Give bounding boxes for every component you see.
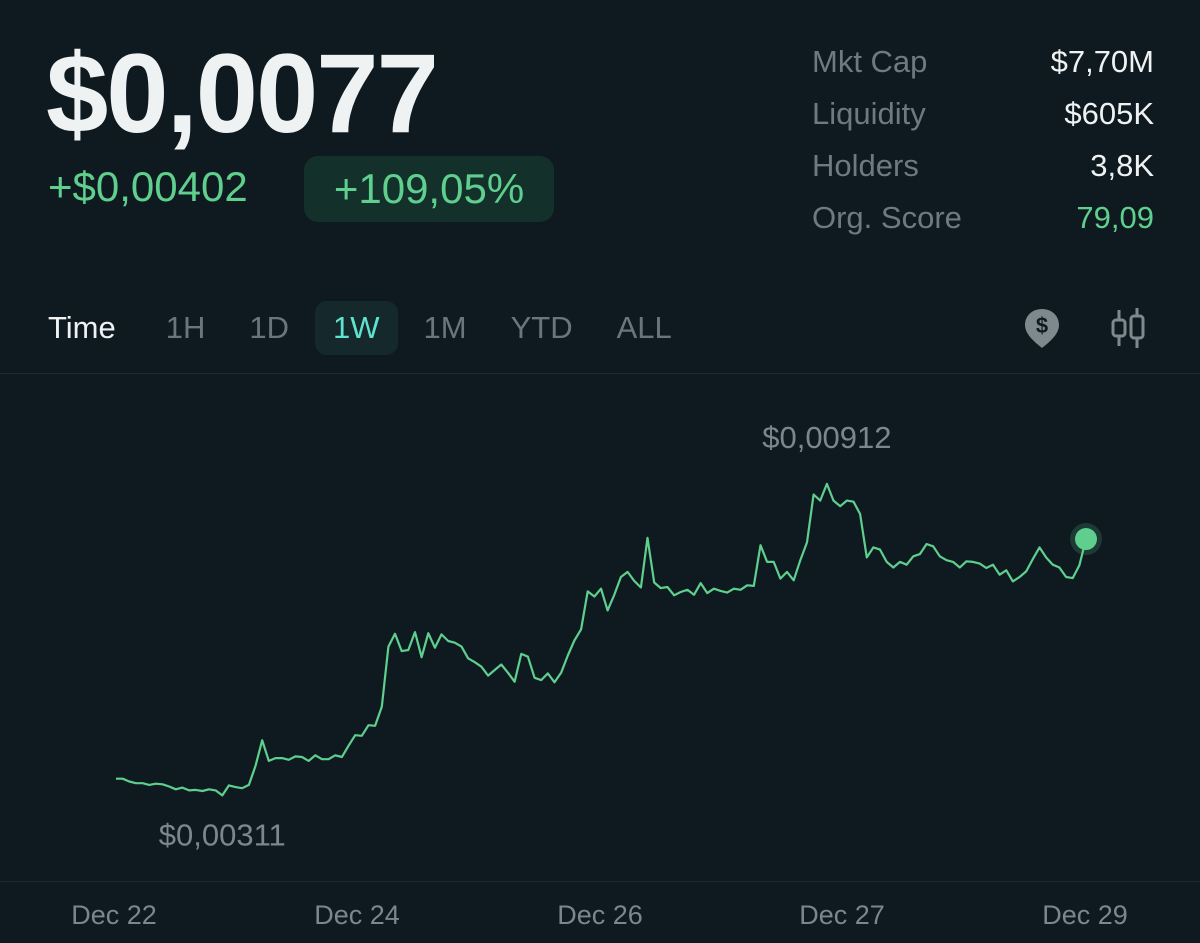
stat-value: 3,8K bbox=[1090, 148, 1154, 183]
stat-value: $605K bbox=[1064, 96, 1154, 131]
tab-1w[interactable]: 1W bbox=[315, 301, 398, 355]
candlestick-icon[interactable] bbox=[1106, 306, 1150, 350]
stat-row-liquidity: Liquidity $605K bbox=[812, 88, 1154, 140]
price-change-absolute: +$0,00402 bbox=[48, 163, 248, 210]
timeframe-tabs: Time 1H 1D 1W 1M YTD ALL bbox=[28, 300, 698, 356]
x-tick-label: Dec 26 bbox=[557, 900, 643, 930]
price-change-percent-badge: +109,05% bbox=[304, 156, 554, 222]
chart-high-label: $0,00912 bbox=[762, 420, 891, 455]
timeframe-label: Time bbox=[48, 310, 116, 345]
divider-bottom bbox=[0, 881, 1200, 882]
stat-label: Mkt Cap bbox=[812, 44, 928, 79]
tab-1d[interactable]: 1D bbox=[249, 310, 290, 345]
current-price: $0,0077 bbox=[46, 31, 439, 156]
stat-row-org-score: Org. Score 79,09 bbox=[812, 192, 1154, 244]
divider-top bbox=[0, 373, 1200, 374]
token-stats: Mkt Cap $7,70M Liquidity $605K Holders 3… bbox=[812, 36, 1154, 244]
price-line bbox=[116, 482, 1088, 797]
tab-1h[interactable]: 1H bbox=[165, 310, 206, 345]
x-axis: Dec 22 Dec 24 Dec 26 Dec 27 Dec 29 bbox=[0, 882, 1200, 943]
chart-low-label: $0,00311 bbox=[159, 817, 286, 852]
price-change-percent: +109,05% bbox=[333, 165, 525, 212]
x-tick-label: Dec 22 bbox=[71, 900, 157, 930]
stat-value: 79,09 bbox=[1076, 200, 1154, 235]
stat-value: $7,70M bbox=[1050, 44, 1154, 79]
x-tick-label: Dec 27 bbox=[799, 900, 885, 930]
svg-text:$: $ bbox=[1036, 313, 1048, 338]
price-chart[interactable]: $0,00912 $0,00311 bbox=[0, 374, 1200, 880]
tab-all[interactable]: ALL bbox=[616, 310, 672, 345]
x-tick-label: Dec 24 bbox=[314, 900, 400, 930]
stat-row-holders: Holders 3,8K bbox=[812, 140, 1154, 192]
current-point bbox=[1075, 528, 1097, 551]
stat-label: Liquidity bbox=[812, 96, 926, 131]
stat-label: Org. Score bbox=[812, 200, 962, 235]
dollar-pin-icon[interactable]: $ bbox=[1020, 306, 1064, 350]
x-tick-label: Dec 29 bbox=[1042, 900, 1128, 930]
tab-1m[interactable]: 1M bbox=[423, 310, 467, 345]
stat-label: Holders bbox=[812, 148, 919, 183]
tab-ytd[interactable]: YTD bbox=[510, 310, 573, 345]
stat-row-mkt-cap: Mkt Cap $7,70M bbox=[812, 36, 1154, 88]
